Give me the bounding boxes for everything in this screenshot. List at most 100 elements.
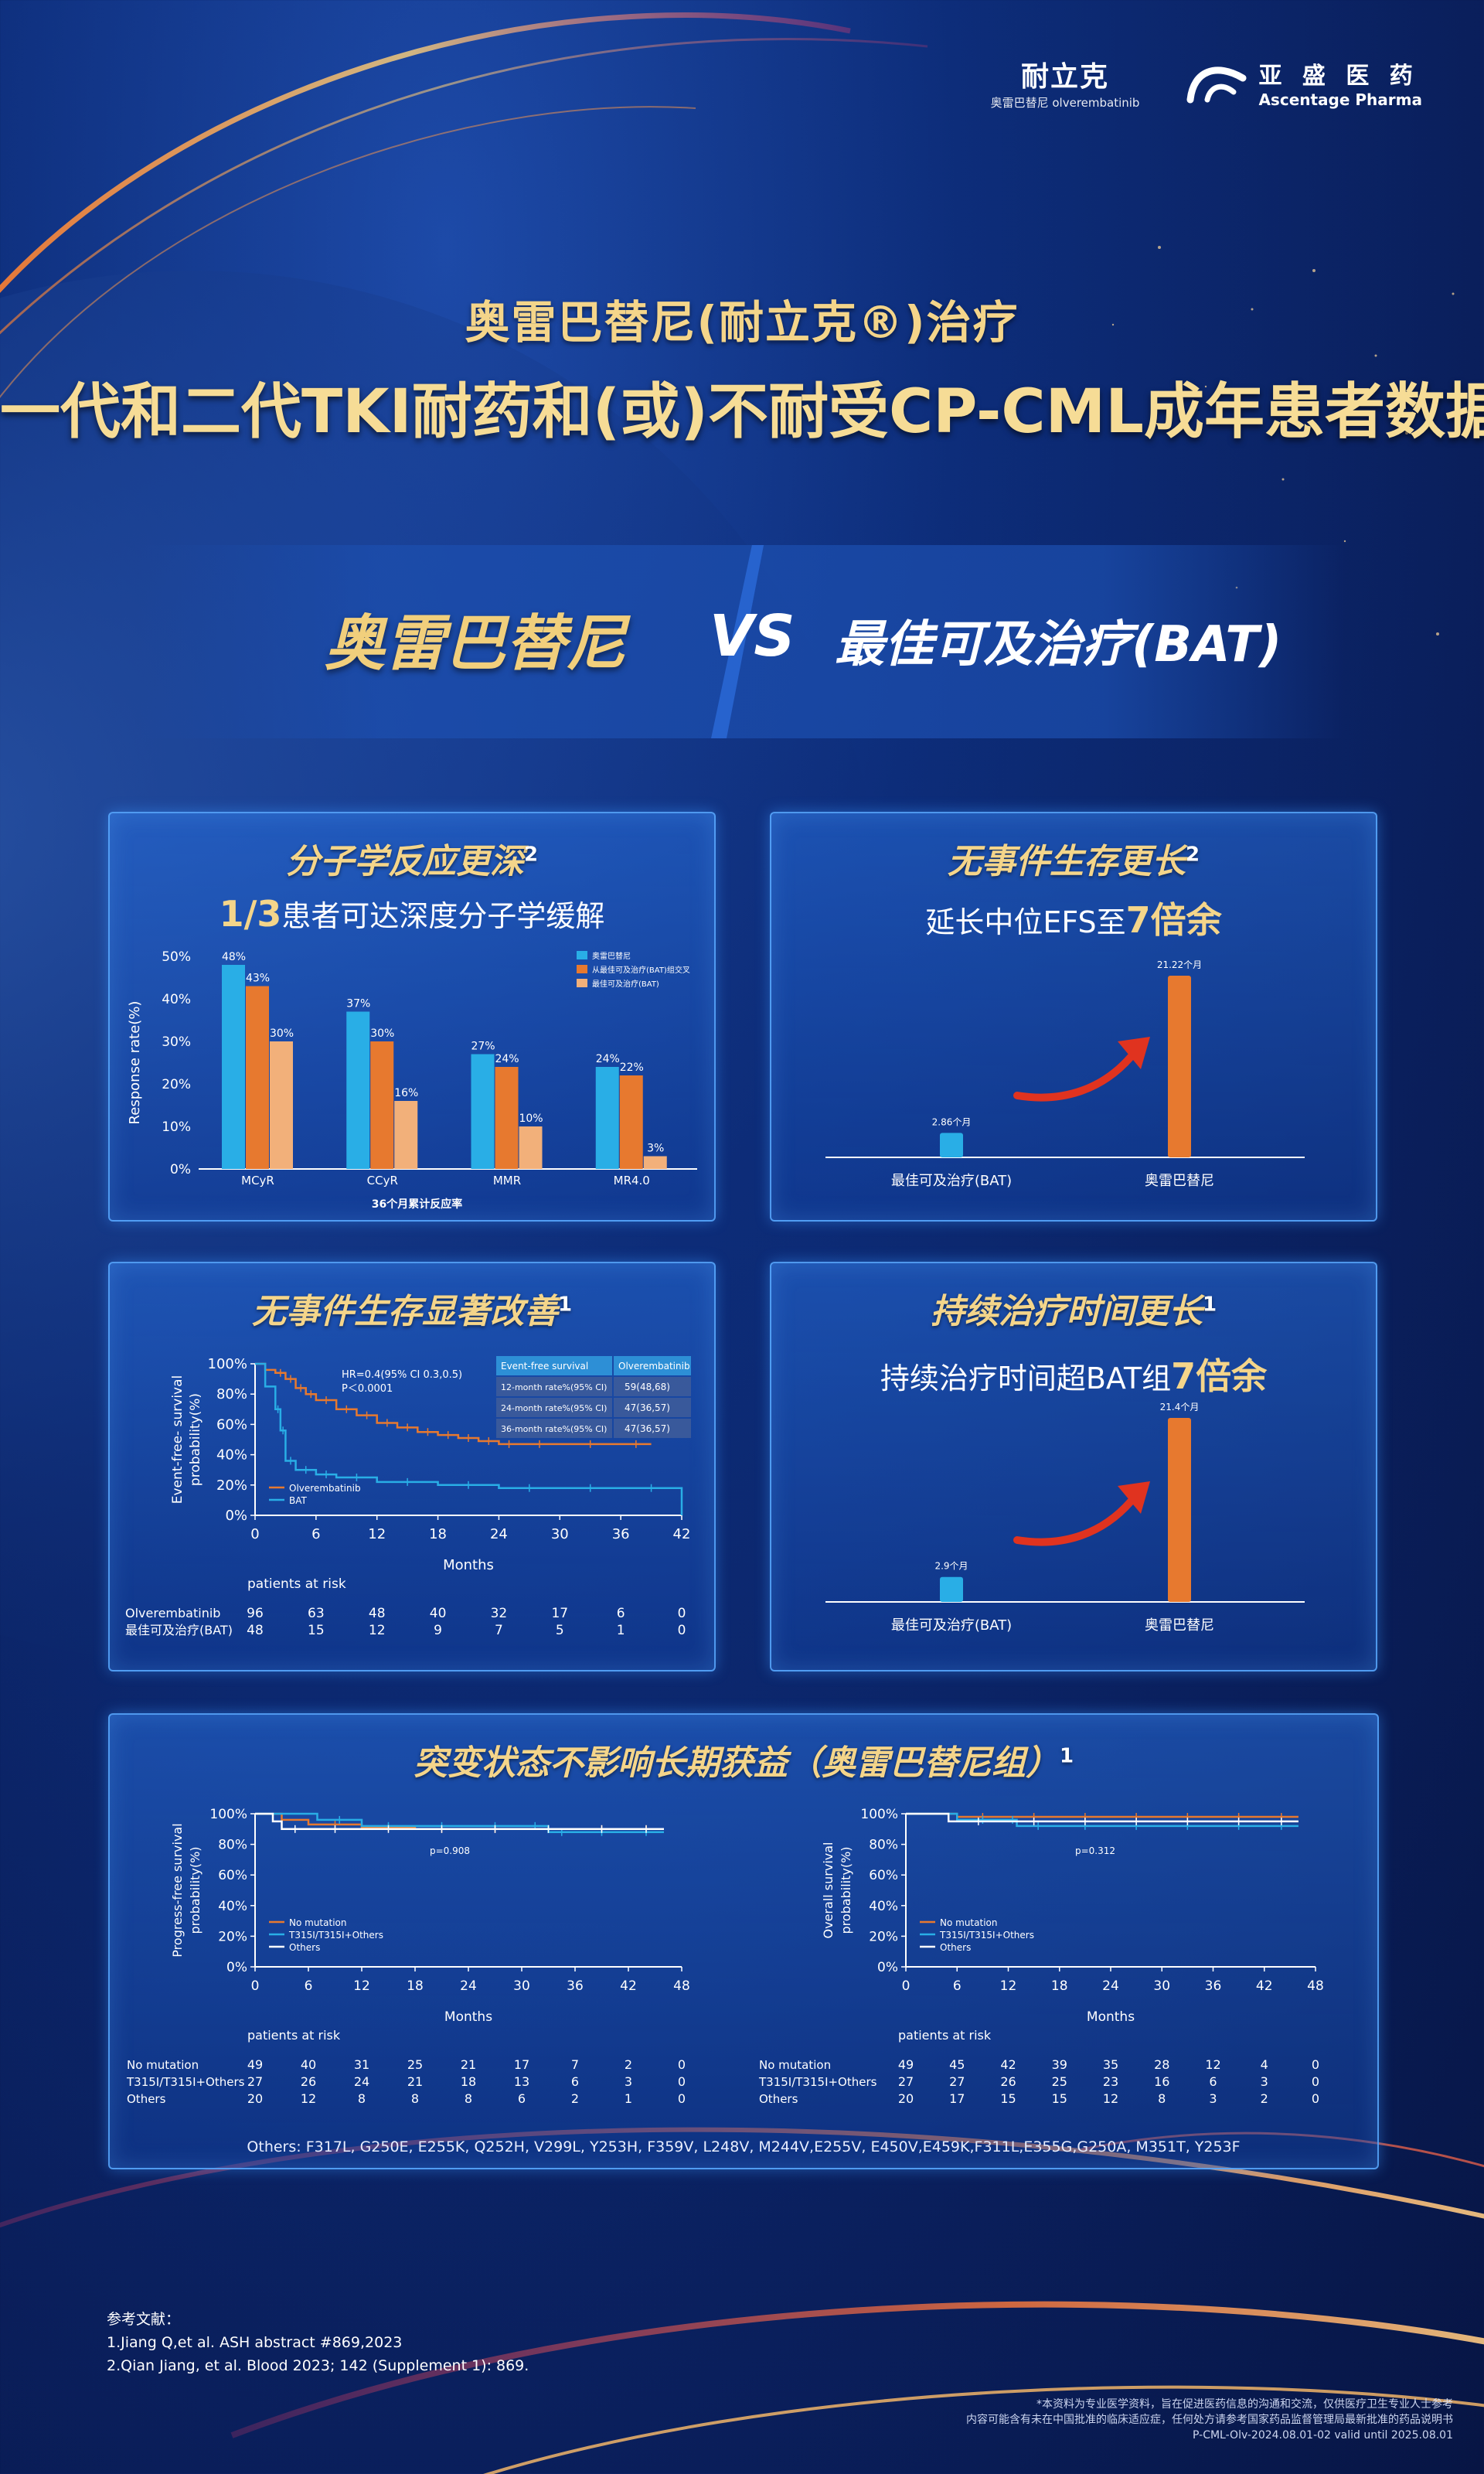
risk-value: 31 (354, 2057, 369, 2072)
risk-value: 8 (1158, 2091, 1166, 2106)
bar (222, 965, 245, 1169)
risk-value: 5 (556, 1623, 564, 1638)
y-axis-label: probability(%) (188, 1846, 203, 1934)
bar (471, 1054, 495, 1169)
risk-table-label: patients at risk (247, 2028, 341, 2043)
legend-label: Others (940, 1942, 971, 1953)
legend-label: 最佳可及治疗(BAT) (592, 979, 659, 989)
bar (1168, 1418, 1191, 1602)
table-cell-text: 47(36,57) (625, 1402, 670, 1413)
table-cell (496, 1377, 612, 1396)
brand-name: 耐立克 (1021, 61, 1110, 93)
y-tick-label: 80% (216, 1386, 247, 1402)
data-label: 10% (519, 1113, 543, 1125)
table-cell-text: 59(48,68) (625, 1382, 670, 1392)
risk-value: 40 (430, 1606, 447, 1621)
x-tick-label: 36 (567, 1978, 584, 1994)
data-label: 30% (370, 1027, 394, 1040)
risk-value: 8 (358, 2091, 366, 2106)
risk-value: 49 (247, 2057, 263, 2072)
disclaimer-line: *本资料为专业医学资料，旨在促进医药信息的沟通和交流，仅供医疗卫生专业人士参考 (1036, 2398, 1453, 2411)
risk-value: 0 (1312, 2057, 1319, 2072)
risk-row-name: 最佳可及治疗(BAT) (125, 1623, 233, 1637)
risk-value: 63 (308, 1606, 325, 1621)
disclaimer-line: P-CML-Olv-2024.08.01-02 valid until 2025… (1193, 2429, 1453, 2442)
risk-value: 9 (434, 1623, 442, 1638)
x-tick-label: 24 (1102, 1978, 1119, 1994)
x-tick-label: 30 (513, 1978, 530, 1994)
legend-label: Olverembatinib (289, 1483, 361, 1494)
x-tick-label: 18 (407, 1978, 424, 1994)
risk-value: 6 (1209, 2074, 1217, 2089)
x-tick-label: 42 (673, 1526, 691, 1542)
table-cell (614, 1377, 691, 1396)
x-tick-label: 24 (490, 1526, 508, 1542)
vs-left-label: 奥雷巴替尼 (325, 609, 627, 679)
y-axis-label: probability(%) (839, 1846, 853, 1934)
y-tick-label: 100% (209, 1807, 247, 1822)
risk-value: 2 (625, 2057, 632, 2072)
risk-value: 3 (1209, 2091, 1217, 2106)
bar (940, 1133, 963, 1157)
y-tick-label: 80% (218, 1838, 247, 1853)
x-tick-label: 奥雷巴替尼 (1145, 1173, 1214, 1189)
risk-value: 7 (571, 2057, 579, 2072)
risk-value: 40 (301, 2057, 316, 2072)
risk-value: 3 (1261, 2074, 1268, 2089)
y-tick-label: 0% (225, 1508, 247, 1524)
data-label: 3% (647, 1143, 664, 1155)
reference-item: 1.Jiang Q,et al. ASH abstract #869,2023 (107, 2334, 403, 2351)
data-label: 30% (270, 1027, 294, 1040)
legend-swatch (577, 979, 587, 987)
table-cell-text: 12-month rate%(95% CI) (501, 1382, 607, 1392)
legend-swatch (577, 965, 587, 973)
x-tick-label: 18 (429, 1526, 447, 1542)
y-tick-label: 100% (860, 1807, 898, 1822)
y-tick-label: 20% (218, 1929, 247, 1944)
x-tick-label: 30 (551, 1526, 569, 1542)
company-mark-icon (1186, 66, 1247, 103)
series-line (906, 1812, 1298, 1823)
annotation: p=0.312 (1075, 1845, 1115, 1856)
series-line (906, 1812, 1298, 1818)
y-tick-label: 0% (170, 1162, 191, 1177)
y-tick-label: 0% (226, 1960, 247, 1975)
bar (270, 1041, 293, 1169)
bar (519, 1126, 543, 1169)
bar (643, 1156, 667, 1169)
data-label: 27% (471, 1041, 495, 1053)
panel4-sub-text: 持续治疗时间超BAT组 (880, 1361, 1172, 1395)
risk-value: 6 (617, 1606, 625, 1621)
risk-value: 48 (369, 1606, 386, 1621)
risk-value: 32 (491, 1606, 508, 1621)
y-tick-label: 80% (869, 1838, 898, 1853)
table-header-text: Olverembatinib (618, 1361, 690, 1372)
x-tick-label: 36 (1205, 1978, 1222, 1994)
y-tick-label: 40% (216, 1447, 247, 1464)
risk-value: 48 (247, 1623, 264, 1638)
legend-swatch (577, 951, 587, 959)
y-tick-label: 60% (216, 1416, 247, 1433)
y-tick-label: 0% (877, 1960, 898, 1975)
x-tick-label: 0 (250, 1526, 259, 1542)
table-header-text: Event-free survival (501, 1361, 588, 1372)
x-axis-label: Months (1087, 2009, 1135, 2025)
data-label: 22% (620, 1062, 644, 1074)
risk-value: 45 (949, 2057, 965, 2072)
x-tick-label: 最佳可及治疗(BAT) (891, 1173, 1012, 1189)
risk-value: 23 (1103, 2074, 1118, 2089)
arrow-icon (1013, 1498, 1135, 1546)
legend-label: T315I/T315I+Others (939, 1930, 1034, 1941)
panel1-title: 分子学反应更深2 (285, 842, 539, 881)
annotation: p=0.908 (430, 1845, 470, 1856)
risk-value: 20 (247, 2091, 263, 2106)
x-tick-label: 18 (1051, 1978, 1068, 1994)
risk-value: 12 (301, 2091, 316, 2106)
risk-value: 12 (369, 1623, 386, 1638)
data-label: 21.4个月 (1160, 1402, 1200, 1412)
y-axis-label: Overall survival (821, 1842, 836, 1939)
bar (370, 1041, 394, 1169)
arrow-head-icon (1118, 1037, 1150, 1069)
bar (619, 1075, 643, 1169)
